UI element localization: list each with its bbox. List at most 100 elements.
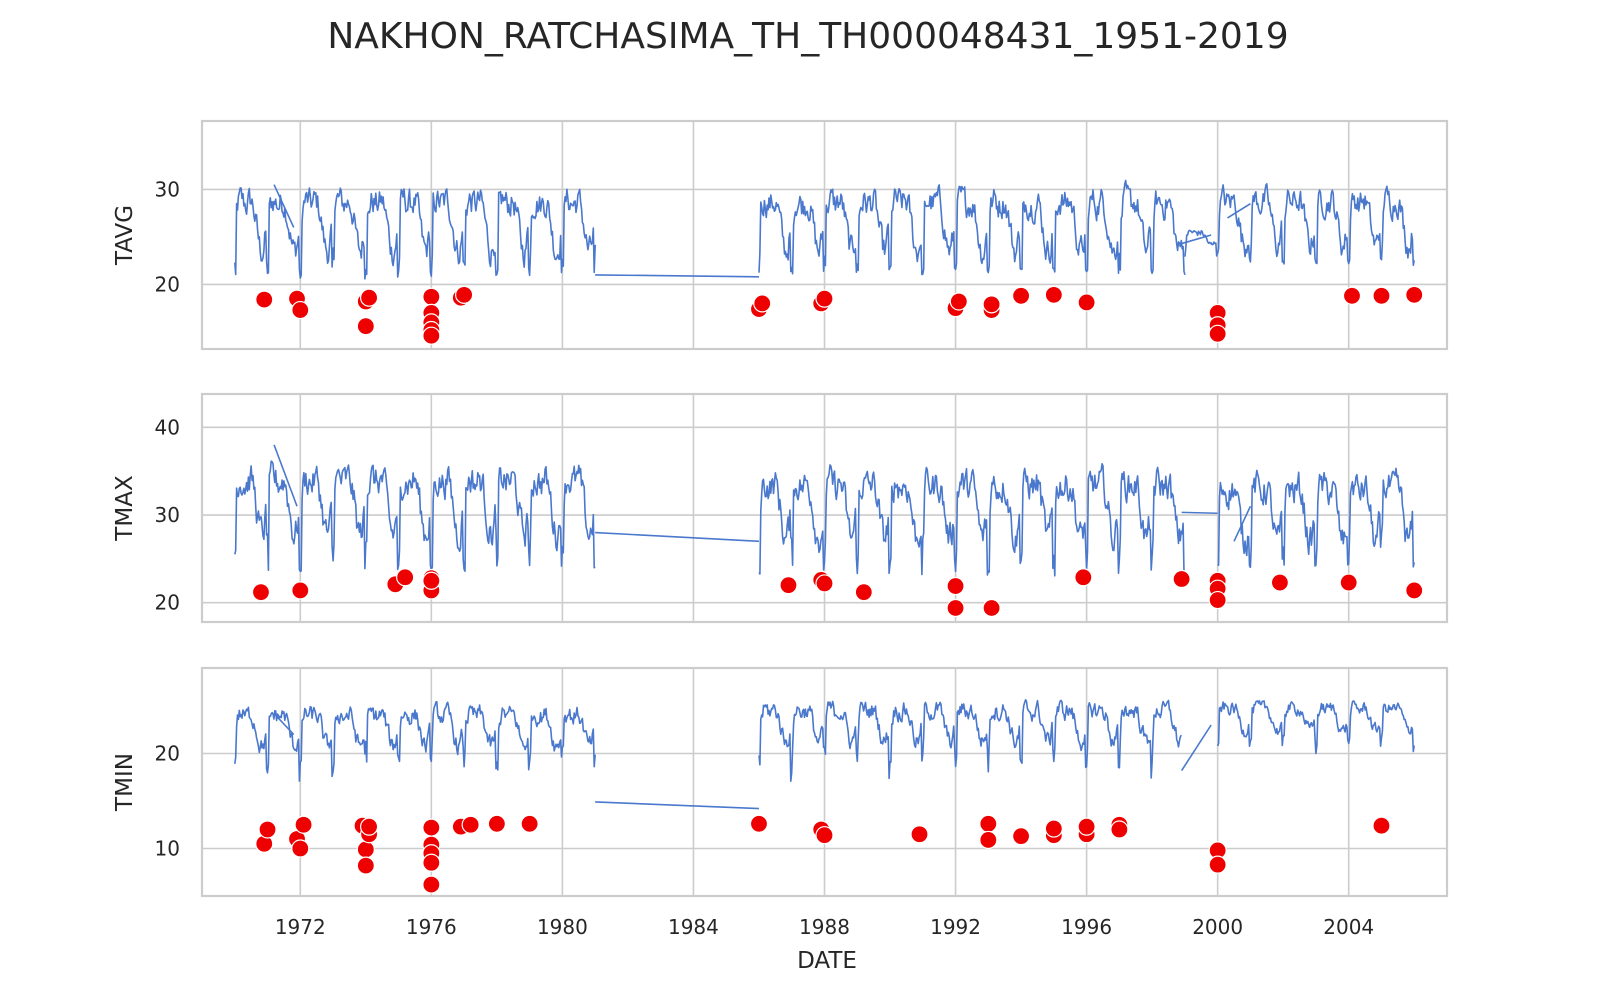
x-tick-label-1984: 1984 <box>668 915 719 939</box>
series-group-tmax <box>234 444 1415 577</box>
outlier-point-tmin-34 <box>1372 816 1391 835</box>
outlier-point-tavg-21 <box>1011 286 1031 305</box>
outlier-point-tmin-7 <box>356 856 375 875</box>
series-line-tmax-2 <box>1217 467 1415 569</box>
panel-frame-tmax <box>200 392 1449 624</box>
outlier-point-tmax-19 <box>1208 590 1227 610</box>
outlier-point-tmax-15 <box>1074 568 1093 587</box>
panels-layer: 20 30 TAVG 20 30 40 TMAX 10 20 TMIN <box>112 119 1449 898</box>
outlier-point-tmin-13 <box>422 853 441 872</box>
x-tick-label-1980: 1980 <box>537 915 588 939</box>
outlier-point-tmin-16 <box>461 815 480 834</box>
series-group-tmin <box>234 699 1415 810</box>
outliers-tavg <box>255 285 1424 345</box>
chart-title: NAKHON_RATCHASIMA_TH_TH000048431_1951-20… <box>327 16 1288 57</box>
outlier-point-tavg-4 <box>359 288 379 307</box>
outlier-point-tmin-19 <box>749 814 769 833</box>
y-axis-label-tmax: TMAX <box>112 475 138 542</box>
outlier-point-tavg-28 <box>1372 286 1391 305</box>
outlier-point-tavg-23 <box>1077 293 1096 312</box>
series-link-tmax-0 <box>273 444 298 507</box>
y-tick-label-tavg-20: 20 <box>155 272 180 296</box>
outlier-point-tavg-10 <box>422 326 441 345</box>
outlier-point-tavg-2 <box>291 300 310 320</box>
x-tick-label-1976: 1976 <box>406 915 457 939</box>
series-link-tavg-2 <box>1181 234 1212 245</box>
outlier-point-tmax-21 <box>1339 573 1358 592</box>
outlier-point-tavg-20 <box>982 295 1001 314</box>
outlier-point-tmax-11 <box>854 583 873 602</box>
outlier-point-tmin-23 <box>979 814 998 833</box>
outlier-point-tmin-17 <box>487 814 506 833</box>
panel-tmin: 10 20 TMIN <box>112 666 1449 898</box>
outlier-point-tavg-16 <box>815 289 834 308</box>
panel-frame-tmin <box>200 666 1449 898</box>
outlier-point-tavg-22 <box>1044 285 1063 304</box>
outlier-point-tmin-24 <box>979 830 998 850</box>
x-tick-label-1972: 1972 <box>275 915 326 939</box>
x-tick-label-2004: 2004 <box>1323 915 1374 939</box>
series-line-tmin-0 <box>234 700 596 782</box>
outlier-point-tmin-29 <box>1077 817 1096 836</box>
outlier-point-tmax-20 <box>1270 573 1290 592</box>
x-axis-label: DATE <box>797 948 857 974</box>
series-link-tavg-0 <box>273 184 295 228</box>
y-axis-label-tavg: TAVG <box>112 205 138 266</box>
series-line-tavg-2 <box>1184 229 1219 257</box>
outlier-point-tmin-22 <box>910 825 929 844</box>
outlier-point-tavg-12 <box>455 285 474 304</box>
series-link-tmax-2 <box>1181 511 1218 515</box>
outlier-point-tmax-14 <box>982 598 1001 618</box>
series-line-tavg-1 <box>758 179 1186 276</box>
outlier-point-tavg-6 <box>422 287 441 306</box>
outlier-point-tavg-27 <box>1342 286 1362 305</box>
y-tick-label-tavg-30: 30 <box>155 177 180 201</box>
series-line-tmax-0 <box>234 460 596 573</box>
y-tick-label-tmax-20: 20 <box>155 591 180 615</box>
outlier-point-tmin-25 <box>1011 827 1031 846</box>
series-link-tmax-3 <box>1233 505 1252 542</box>
outlier-point-tmin-21 <box>815 826 834 845</box>
series-link-tavg-1 <box>595 274 759 278</box>
x-tick-label-1996: 1996 <box>1061 915 1112 939</box>
outlier-point-tmax-0 <box>251 583 271 602</box>
series-line-tmin-2 <box>1216 700 1415 755</box>
x-tick-label-1988: 1988 <box>799 915 850 939</box>
outlier-point-tavg-26 <box>1208 324 1227 343</box>
outlier-point-tavg-5 <box>356 317 375 336</box>
outlier-point-tmin-4 <box>294 815 313 834</box>
x-tick-label-1992: 1992 <box>930 915 981 939</box>
outlier-point-tmax-10 <box>815 574 834 593</box>
series-line-tavg-0 <box>234 187 596 280</box>
y-tick-label-tmin-10: 10 <box>155 837 180 861</box>
y-axis-label-tmin: TMIN <box>112 753 138 812</box>
y-tick-label-tmin-20: 20 <box>155 742 180 766</box>
outlier-point-tmax-7 <box>422 571 441 590</box>
outliers-tmax <box>251 568 1424 618</box>
outlier-point-tavg-14 <box>753 294 772 313</box>
series-group-tavg <box>234 179 1415 280</box>
outlier-point-tmin-27 <box>1044 819 1063 838</box>
outlier-point-tavg-29 <box>1405 285 1424 304</box>
panel-tavg: 20 30 TAVG <box>112 119 1449 351</box>
outlier-point-tavg-18 <box>949 292 968 311</box>
series-link-tmin-1 <box>595 801 760 810</box>
outlier-point-tmax-22 <box>1405 581 1424 600</box>
outlier-point-tmax-1 <box>291 581 310 600</box>
outlier-point-tmax-8 <box>779 576 798 595</box>
series-link-tmin-0 <box>273 713 295 736</box>
y-tick-label-tmax-40: 40 <box>155 415 180 439</box>
outlier-point-tmin-10 <box>422 818 441 837</box>
outlier-point-tavg-0 <box>255 290 274 309</box>
series-line-tavg-3 <box>1216 183 1415 266</box>
panel-frame-tavg <box>200 119 1449 351</box>
outlier-point-tmin-1 <box>258 820 277 839</box>
outlier-point-tmin-6 <box>356 840 375 859</box>
outlier-point-tmax-16 <box>1172 569 1191 589</box>
x-ticks-layer: 1972 1976 1980 1984 1988 1992 1996 2000 2004 <box>275 915 1374 939</box>
outlier-point-tmin-31 <box>1110 820 1129 839</box>
outlier-point-tmax-12 <box>946 576 965 596</box>
outlier-point-tmin-33 <box>1208 855 1227 874</box>
